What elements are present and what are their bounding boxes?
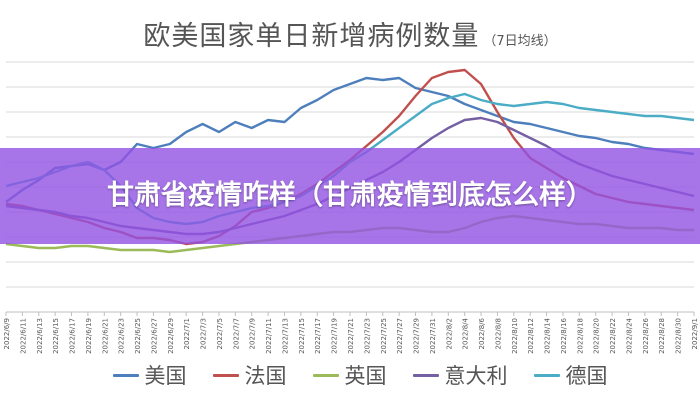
- x-tick-label: 2022/8/28: [658, 318, 666, 354]
- x-tick-label: 2022/6/13: [36, 318, 44, 354]
- x-tick-label: 2022/6/21: [101, 318, 109, 354]
- x-tick-label: 2022/7/13: [281, 318, 289, 354]
- x-tick-label: 2022/7/9: [249, 318, 257, 349]
- x-tick-label: 2022/7/19: [331, 318, 339, 354]
- chart-title-block: 欧美国家单日新增病例数量 （7日均线）: [0, 14, 700, 53]
- legend-item-0: 美国: [112, 360, 187, 390]
- x-tick-label: 2022/9/1: [691, 318, 699, 349]
- x-tick-label: 2022/7/11: [265, 318, 273, 354]
- legend-swatch: [312, 373, 339, 377]
- banner-text: 甘肃省疫情咋样（甘肃疫情到底怎么样）: [107, 180, 593, 211]
- x-tick-label: 2022/7/17: [314, 318, 322, 354]
- legend-item-2: 英国: [312, 360, 387, 390]
- x-tick-label: 2022/8/2: [445, 318, 453, 349]
- legend-swatch: [212, 373, 239, 377]
- x-tick-label: 2022/8/30: [675, 318, 683, 354]
- x-tick-label: 2022/7/21: [347, 318, 355, 354]
- x-tick-label: 2022/8/12: [527, 318, 535, 354]
- legend-label: 法国: [244, 364, 287, 388]
- x-tick-label: 2022/7/23: [363, 318, 371, 354]
- x-tick-label: 2022/6/9: [3, 318, 11, 349]
- x-tick-label: 2022/7/25: [380, 318, 388, 354]
- legend-item-3: 意大利: [412, 360, 508, 390]
- x-tick-label: 2022/8/8: [494, 318, 502, 349]
- legend-swatch: [412, 373, 439, 377]
- legend-item-4: 德国: [533, 360, 608, 390]
- x-tick-label: 2022/6/27: [150, 318, 158, 354]
- x-tick-label: 2022/8/18: [576, 318, 584, 354]
- x-tick-label: 2022/8/22: [609, 318, 617, 354]
- x-tick-label: 2022/7/1: [183, 318, 191, 349]
- chart-subtitle: （7日均线）: [483, 34, 557, 49]
- x-tick-label: 2022/6/23: [118, 318, 126, 354]
- x-tick-label: 2022/6/11: [19, 318, 27, 354]
- x-tick-label: 2022/8/10: [511, 318, 519, 354]
- x-tick-label: 2022/7/27: [396, 318, 404, 354]
- x-tick-label: 2022/7/5: [216, 318, 224, 349]
- x-tick-label: 2022/7/15: [298, 318, 306, 354]
- legend-label: 英国: [344, 364, 387, 388]
- x-tick-label: 2022/7/3: [200, 318, 208, 349]
- chart-title: 欧美国家单日新增病例数量: [143, 21, 480, 52]
- x-tick-label: 2022/6/15: [52, 318, 60, 354]
- x-tick-label: 2022/6/29: [167, 318, 175, 354]
- x-tick-label: 2022/8/24: [625, 317, 633, 353]
- x-tick-label: 2022/8/6: [478, 317, 486, 349]
- x-tick-label: 2022/7/31: [429, 318, 437, 354]
- legend-swatch: [533, 373, 560, 377]
- legend-label: 德国: [565, 364, 608, 388]
- x-tick-label: 2022/6/25: [134, 318, 142, 354]
- x-tick-label: 2022/6/19: [85, 318, 93, 354]
- x-tick-label: 2022/7/7: [232, 318, 240, 349]
- headline-banner: 甘肃省疫情咋样（甘肃疫情到底怎么样）: [0, 148, 700, 244]
- x-tick-label: 2022/8/26: [642, 317, 650, 353]
- x-tick-label: 2022/8/14: [544, 317, 552, 353]
- legend-label: 意大利: [444, 364, 508, 388]
- x-tick-label: 2022/6/17: [69, 318, 77, 354]
- legend-swatch: [112, 373, 139, 377]
- x-tick-label: 2022/8/20: [593, 318, 601, 354]
- x-tick-label: 2022/8/4: [462, 317, 470, 349]
- x-tick-label: 2022/8/16: [560, 317, 568, 353]
- legend-label: 美国: [144, 364, 187, 388]
- chart-legend: 美国 法国 英国 意大利 德国: [100, 360, 620, 390]
- legend-item-1: 法国: [212, 360, 287, 390]
- x-tick-label: 2022/7/29: [413, 318, 421, 354]
